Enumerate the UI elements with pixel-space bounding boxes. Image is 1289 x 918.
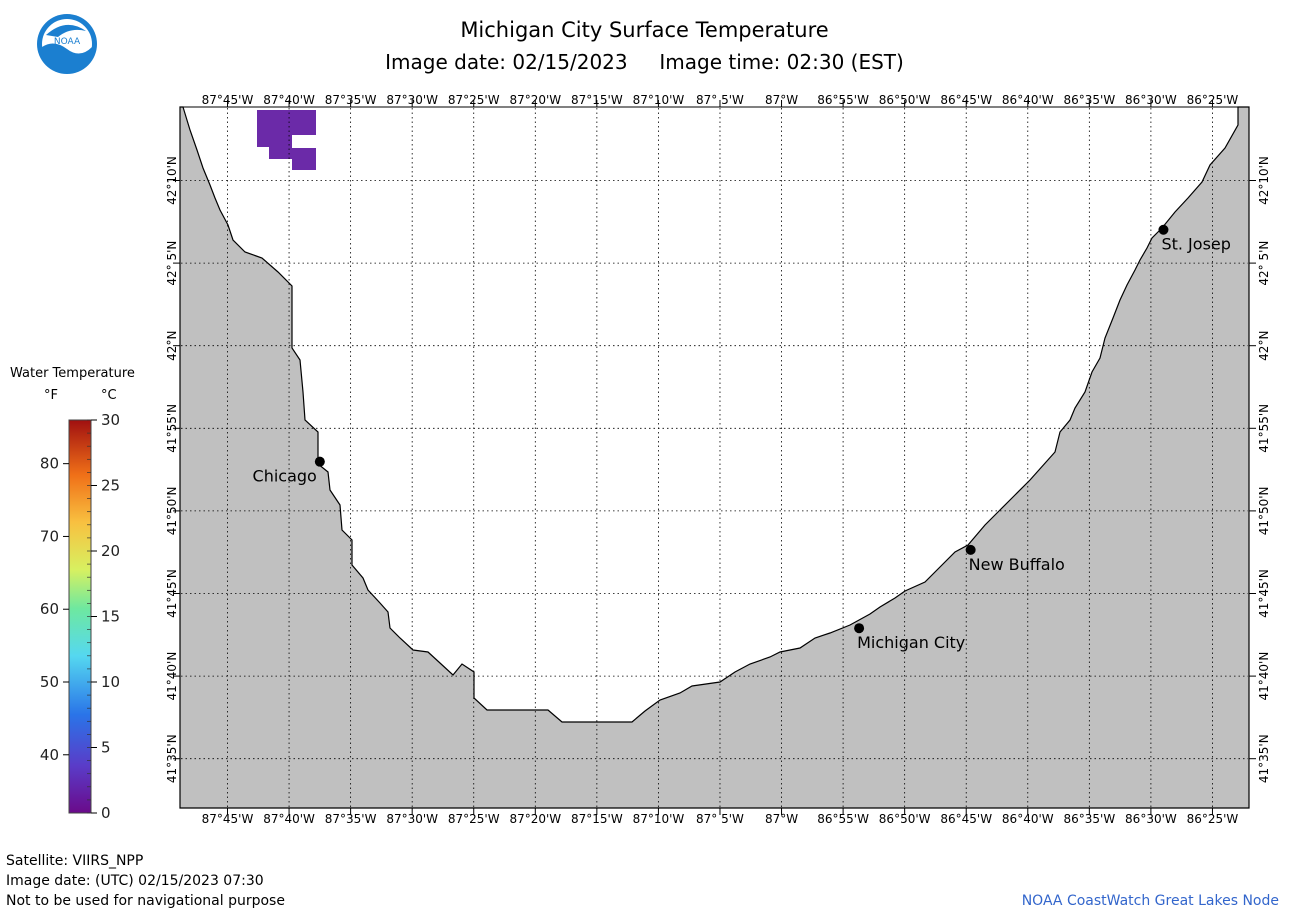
longitude-label: 87°25'W xyxy=(448,93,500,107)
latitude-labels-left: 42°10'N 42° 5'N 42°N 41°55'N 41°50'N 41°45'N 4… xyxy=(165,156,179,783)
longitude-label: 87°45'W xyxy=(202,93,254,107)
latitude-label: 41°55'N xyxy=(165,404,179,453)
longitude-labels-top: 87°45'W 87°40'W 87°35'W 87°30'W 87°25'W 87°20… xyxy=(202,93,1239,107)
fahrenheit-tick-label: 40 xyxy=(40,746,59,764)
city-marker xyxy=(854,623,865,634)
longitude-label: 86°55'W xyxy=(817,812,869,826)
celsius-tick-label: 15 xyxy=(101,608,120,626)
longitude-label: 87°10'W xyxy=(633,812,685,826)
noaa-logo: NOAA xyxy=(37,14,97,74)
longitude-label: 87°20'W xyxy=(509,812,561,826)
latitude-label: 41°40'N xyxy=(1257,652,1271,701)
longitude-label: 87°35'W xyxy=(325,93,377,107)
latitude-label: 42°10'N xyxy=(165,156,179,205)
longitude-labels-bottom: 87°45'W 87°40'W 87°35'W 87°30'W 87°25'W 87°20… xyxy=(202,812,1239,826)
longitude-label: 87°30'W xyxy=(386,812,438,826)
longitude-label: 86°35'W xyxy=(1063,93,1115,107)
legend-title: Water Temperature xyxy=(10,366,135,381)
colorbar-minor-ticks xyxy=(87,419,91,814)
longitude-label: 87° 5'W xyxy=(696,93,744,107)
celsius-tick-label: 5 xyxy=(101,739,111,757)
longitude-label: 87°15'W xyxy=(571,93,623,107)
latitude-label: 42°N xyxy=(1257,331,1271,361)
logo-text: NOAA xyxy=(54,37,81,47)
longitude-label: 87°30'W xyxy=(386,93,438,107)
longitude-label: 87°40'W xyxy=(263,93,315,107)
longitude-label: 86°30'W xyxy=(1125,812,1177,826)
latitude-label: 41°40'N xyxy=(165,652,179,701)
latitude-label: 41°35'N xyxy=(1257,734,1271,783)
celsius-tick-label: 20 xyxy=(101,542,120,560)
fahrenheit-tick-label: 70 xyxy=(40,527,59,545)
latitude-label: 42° 5'N xyxy=(165,241,179,286)
city-marker xyxy=(1158,224,1169,235)
longitude-label: 86°40'W xyxy=(1002,93,1054,107)
longitude-label: 87°W xyxy=(765,93,798,107)
map-title: Michigan City Surface Temperature xyxy=(460,18,829,42)
longitude-label: 87°45'W xyxy=(202,812,254,826)
longitude-label: 87°40'W xyxy=(263,812,315,826)
latitude-label: 41°35'N xyxy=(165,734,179,783)
longitude-label: 87°25'W xyxy=(448,812,500,826)
map-frame xyxy=(179,106,1250,809)
longitude-label: 86°30'W xyxy=(1125,93,1177,107)
latitude-label: 41°50'N xyxy=(1257,486,1271,535)
fahrenheit-tick-label: 50 xyxy=(40,673,59,691)
longitude-label: 86°25'W xyxy=(1187,93,1239,107)
longitude-label: 86°25'W xyxy=(1187,812,1239,826)
fahrenheit-tick-label: 80 xyxy=(40,455,59,473)
map-subtitle: Image date: 02/15/2023 Image time: 02:30… xyxy=(385,50,904,74)
city-marker xyxy=(314,456,325,467)
celsius-tick-label: 25 xyxy=(101,477,120,495)
latitude-label: 41°50'N xyxy=(165,486,179,535)
latitude-label: 42° 5'N xyxy=(1257,241,1271,286)
longitude-label: 87°10'W xyxy=(633,93,685,107)
city-label: St. Josep xyxy=(1161,235,1230,254)
longitude-label: 87°15'W xyxy=(571,812,623,826)
longitude-label: 86°50'W xyxy=(879,812,931,826)
celsius-unit: °C xyxy=(101,388,117,403)
cold-water-pixels xyxy=(257,110,316,170)
land-area xyxy=(179,106,1250,809)
city-markers: Chicago St. Josep New Buffalo Michigan City xyxy=(253,224,1231,652)
longitude-label: 86°55'W xyxy=(817,93,869,107)
longitude-label: 86°45'W xyxy=(940,93,992,107)
credit-text: NOAA CoastWatch Great Lakes Node xyxy=(1021,893,1279,909)
celsius-tick-label: 30 xyxy=(101,411,120,429)
celsius-tick-label: 10 xyxy=(101,673,120,691)
city-label: New Buffalo xyxy=(969,555,1065,574)
longitude-label: 86°50'W xyxy=(879,93,931,107)
utc-image-date: Image date: (UTC) 02/15/2023 07:30 xyxy=(6,873,264,889)
longitude-label: 86°35'W xyxy=(1063,812,1115,826)
city-label: Chicago xyxy=(253,467,317,486)
latitude-label: 41°45'N xyxy=(165,569,179,618)
satellite-info: Satellite: VIIRS_NPP xyxy=(6,853,144,869)
latitude-labels-right: 42°10'N 42° 5'N 42°N 41°55'N 41°50'N 41°45'N 4… xyxy=(1257,156,1271,783)
longitude-label: 87° 5'W xyxy=(696,812,744,826)
celsius-tick-label: 0 xyxy=(101,804,111,822)
latitude-label: 42°N xyxy=(165,331,179,361)
fahrenheit-scale: 80 70 60 50 40 xyxy=(40,455,69,764)
longitude-label: 86°40'W xyxy=(1002,812,1054,826)
celsius-scale: 30 25 20 15 10 5 0 xyxy=(91,411,120,822)
longitude-label: 87°35'W xyxy=(325,812,377,826)
longitude-label: 87°20'W xyxy=(509,93,561,107)
latitude-label: 41°45'N xyxy=(1257,569,1271,618)
fahrenheit-tick-label: 60 xyxy=(40,600,59,618)
axis-ticks xyxy=(173,100,1256,815)
latitude-label: 41°55'N xyxy=(1257,404,1271,453)
longitude-label: 86°45'W xyxy=(940,812,992,826)
latitude-label: 42°10'N xyxy=(1257,156,1271,205)
longitude-label: 87°W xyxy=(765,812,798,826)
fahrenheit-unit: °F xyxy=(44,388,58,403)
map-panel: 87°45'W 87°40'W 87°35'W 87°30'W 87°25'W 87°20… xyxy=(165,93,1271,826)
navigation-disclaimer: Not to be used for navigational purpose xyxy=(6,893,285,909)
city-marker xyxy=(965,544,976,555)
city-label: Michigan City xyxy=(857,633,965,652)
